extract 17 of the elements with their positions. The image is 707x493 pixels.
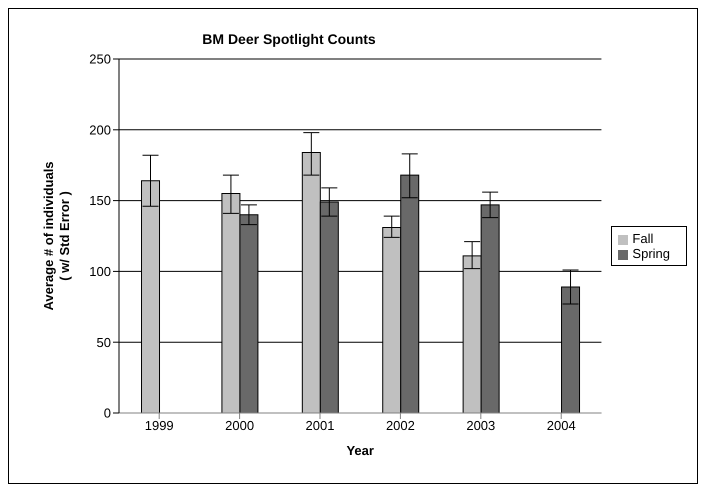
x-tick-label: 2000 xyxy=(225,418,254,434)
x-tick-label: 2003 xyxy=(466,418,496,434)
legend-label: Spring xyxy=(632,246,670,261)
y-tick-label: 50 xyxy=(96,334,111,350)
legend-label: Fall xyxy=(632,231,654,246)
x-tick-label: 2001 xyxy=(306,418,334,434)
x-axis-title: Year xyxy=(346,443,374,458)
y-tick-label: 200 xyxy=(89,122,111,138)
y-tick-label: 250 xyxy=(89,52,111,67)
chart-title: BM Deer Spotlight Counts xyxy=(201,31,377,47)
x-tick-label: 2004 xyxy=(546,418,576,434)
x-tick-label: 1999 xyxy=(144,418,174,434)
y-tick-label: 150 xyxy=(89,193,111,208)
y-tick-label: 100 xyxy=(89,264,111,280)
y-tick-label: 0 xyxy=(104,406,111,421)
x-tick-label: 2002 xyxy=(386,418,415,434)
y-axis-title: Average # of individuals ( w/ Std Error ) xyxy=(41,161,72,311)
